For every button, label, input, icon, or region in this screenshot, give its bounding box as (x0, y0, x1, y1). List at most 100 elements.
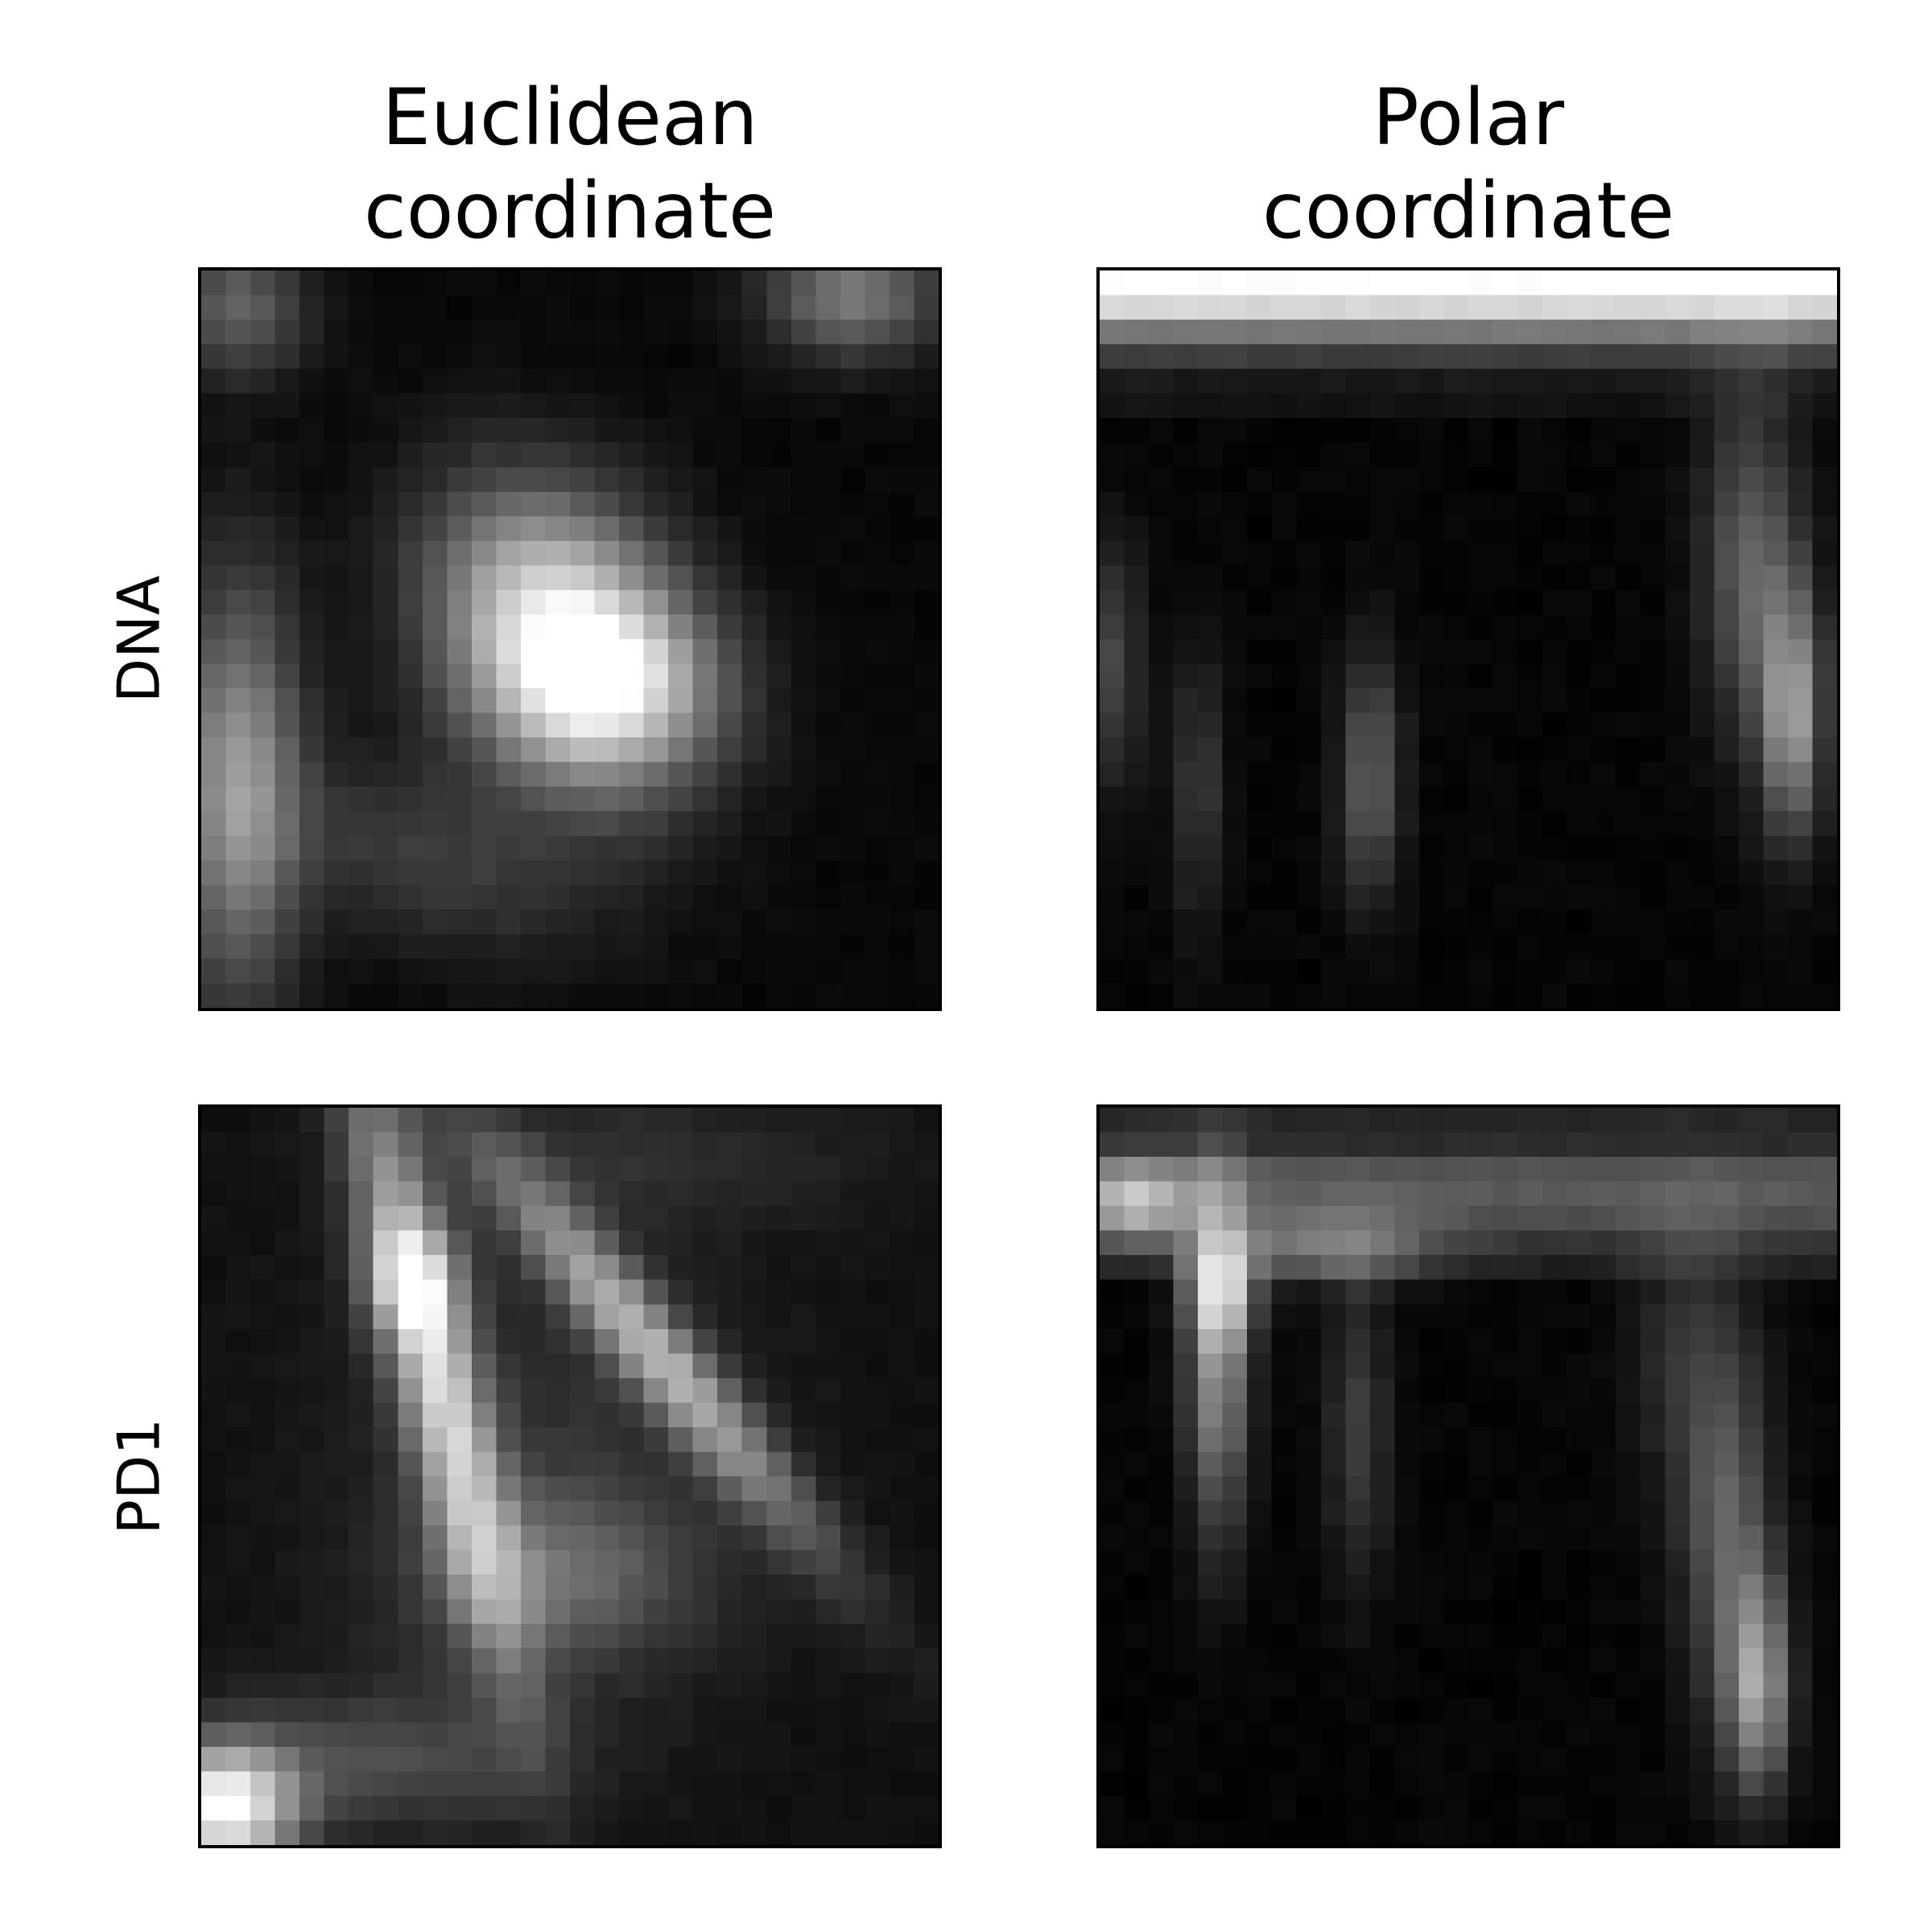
heatmap-cell (1591, 1181, 1616, 1207)
heatmap-cell (496, 270, 522, 296)
heatmap-cell (324, 860, 349, 886)
heatmap-cell (1296, 467, 1322, 493)
heatmap-cell (692, 442, 718, 468)
heatmap-cell (1198, 860, 1224, 886)
heatmap-cell (545, 786, 571, 812)
heatmap-cell (1616, 1697, 1641, 1723)
heatmap-cell (889, 1206, 915, 1232)
heatmap-cell (1394, 983, 1420, 1008)
heatmap-cell (1714, 663, 1740, 689)
heatmap-cell (1714, 1132, 1740, 1158)
heatmap-cell (1689, 565, 1715, 591)
heatmap-cell (1320, 1697, 1346, 1723)
heatmap-cell (1567, 811, 1592, 836)
heatmap-cell (1567, 1353, 1592, 1379)
heatmap-cell (1738, 393, 1765, 419)
heatmap-cell (1296, 1648, 1322, 1674)
heatmap-cell (1468, 1157, 1494, 1183)
heatmap-cell (668, 1820, 694, 1845)
heatmap-cell (1492, 1575, 1518, 1600)
heatmap-cell (324, 885, 349, 910)
heatmap-cell (1247, 270, 1273, 296)
heatmap-cell (1394, 811, 1420, 836)
heatmap-cell (741, 1108, 767, 1133)
heatmap-cell (643, 811, 669, 836)
heatmap-cell (496, 418, 522, 444)
heatmap-cell (1640, 1673, 1666, 1699)
heatmap-cell (815, 1624, 841, 1649)
heatmap-cell (668, 467, 694, 493)
heatmap-cell (1567, 1181, 1592, 1207)
heatmap-cell (668, 836, 694, 861)
heatmap-cell (398, 663, 423, 689)
heatmap-cell (1787, 1157, 1814, 1183)
heatmap-cell (398, 1402, 423, 1428)
heatmap-cell (741, 1476, 767, 1502)
heatmap-cell (1198, 369, 1224, 394)
heatmap-cell (1812, 320, 1837, 345)
heatmap-cell (447, 1206, 473, 1232)
heatmap-cell (1418, 295, 1445, 320)
heatmap-cell (1517, 1722, 1543, 1748)
heatmap-cell (815, 1795, 841, 1822)
heatmap-cell (1468, 1402, 1494, 1428)
heatmap-cell (250, 1648, 276, 1674)
heatmap-cell (349, 1353, 374, 1379)
heatmap-cell (398, 320, 423, 345)
heatmap-cell (1394, 958, 1420, 985)
heatmap-cell (1247, 737, 1273, 763)
heatmap-cell (1394, 836, 1420, 861)
heatmap-cell (1443, 565, 1469, 591)
heatmap-cell (1689, 1820, 1715, 1845)
heatmap-cell (1222, 1255, 1248, 1281)
heatmap-cell (914, 1353, 939, 1379)
heatmap-cell (1100, 1476, 1125, 1502)
heatmap-cell (1222, 393, 1248, 419)
heatmap-cell (668, 442, 694, 468)
heatmap-cell (422, 958, 448, 985)
heatmap-cell (275, 1402, 300, 1428)
heatmap-cell (1443, 1108, 1469, 1133)
heatmap-cell (717, 1451, 743, 1477)
heatmap-cell (692, 1525, 718, 1551)
heatmap-cell (766, 958, 792, 985)
heatmap-cell (201, 1206, 227, 1232)
heatmap-cell (1100, 418, 1125, 444)
heatmap-cell (349, 639, 374, 665)
heatmap-cell (1567, 1377, 1592, 1404)
heatmap-cell (1492, 1377, 1518, 1404)
heatmap-cell (570, 1230, 596, 1256)
heatmap-cell (299, 1820, 325, 1845)
heatmap-cell (201, 589, 227, 616)
heatmap-cell (1124, 565, 1150, 591)
heatmap-cell (1492, 1795, 1518, 1822)
heatmap-cell (1369, 958, 1396, 985)
heatmap-cell (1542, 639, 1567, 665)
heatmap-cell (1443, 1328, 1469, 1354)
heatmap-cell (1100, 565, 1125, 591)
heatmap-cell (422, 467, 448, 493)
heatmap-cell (1517, 1820, 1543, 1845)
heatmap-cell (398, 540, 423, 567)
heatmap-cell (1320, 1550, 1346, 1575)
heatmap-cell (1443, 1624, 1469, 1649)
heatmap-cell (545, 811, 571, 836)
heatmap-cell (496, 344, 522, 369)
heatmap-cell (1124, 1476, 1150, 1502)
heatmap-cell (398, 1795, 423, 1822)
heatmap-cell (1591, 1795, 1616, 1822)
heatmap-cell (840, 1673, 866, 1699)
heatmap-cell (741, 1279, 767, 1305)
heatmap-cell (1222, 320, 1248, 345)
heatmap-cell (1567, 1108, 1592, 1133)
heatmap-cell (324, 1722, 349, 1748)
heatmap-cell (815, 1108, 841, 1133)
heatmap-cell (1787, 1673, 1814, 1699)
heatmap-cell (668, 565, 694, 591)
heatmap-cell (1468, 295, 1494, 320)
heatmap-cell (1640, 1599, 1666, 1624)
heatmap-cell (373, 295, 398, 320)
heatmap-cell (1173, 467, 1199, 493)
heatmap-cell (299, 934, 325, 960)
heatmap-cell (496, 320, 522, 345)
